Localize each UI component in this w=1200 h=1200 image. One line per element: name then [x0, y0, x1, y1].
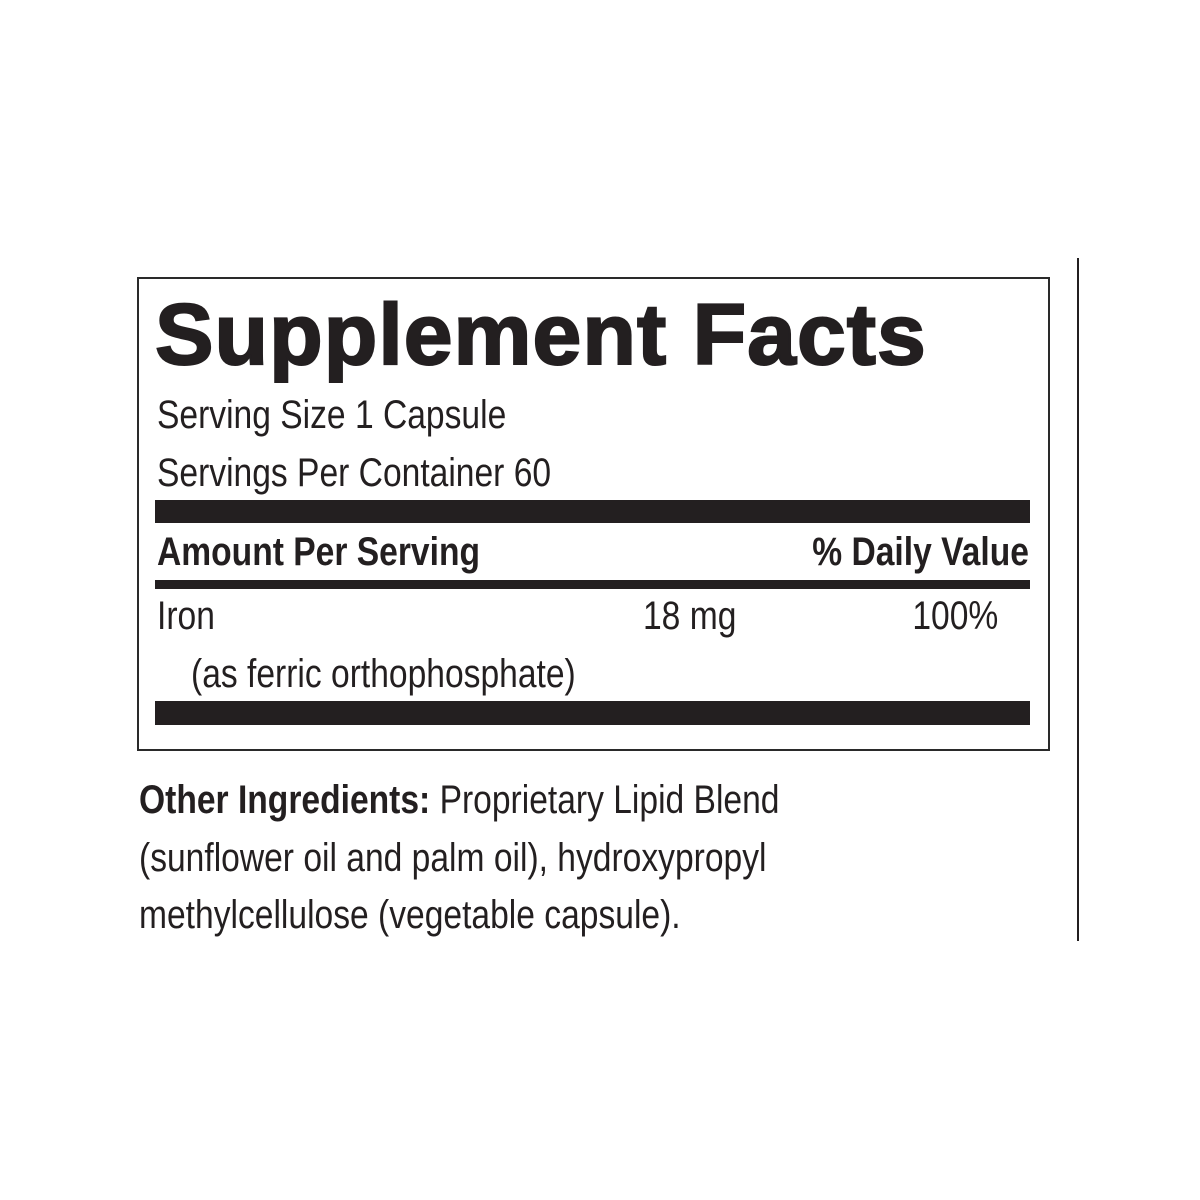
other-ingredients-text: Proprietary Lipid Blend	[439, 778, 780, 822]
other-ingredients-line-2: (sunflower oil and palm oil), hydroxypro…	[139, 836, 767, 880]
daily-value-header: % Daily Value	[812, 530, 1029, 574]
vertical-divider	[1077, 258, 1079, 941]
servings-per-container: Servings Per Container 60	[157, 451, 552, 495]
thick-divider	[155, 500, 1030, 523]
other-ingredients-heading: Other Ingredients:	[139, 778, 431, 822]
thick-divider-bottom	[155, 701, 1030, 725]
nutrient-source: (as ferric orthophosphate)	[191, 652, 576, 696]
nutrient-amount: 18 mg	[643, 594, 737, 638]
nutrient-daily-value: 100%	[912, 594, 998, 638]
amount-per-serving-header: Amount Per Serving	[157, 530, 480, 574]
other-ingredients-line-3: methylcellulose (vegetable capsule).	[139, 893, 681, 937]
supplement-facts-panel	[137, 277, 1050, 751]
nutrient-name: Iron	[157, 594, 215, 638]
other-ingredients-line-1: Other Ingredients: Proprietary Lipid Ble…	[139, 780, 780, 820]
panel-title: Supplement Facts	[154, 287, 927, 383]
serving-size: Serving Size 1 Capsule	[157, 393, 507, 437]
thin-divider	[155, 580, 1030, 589]
